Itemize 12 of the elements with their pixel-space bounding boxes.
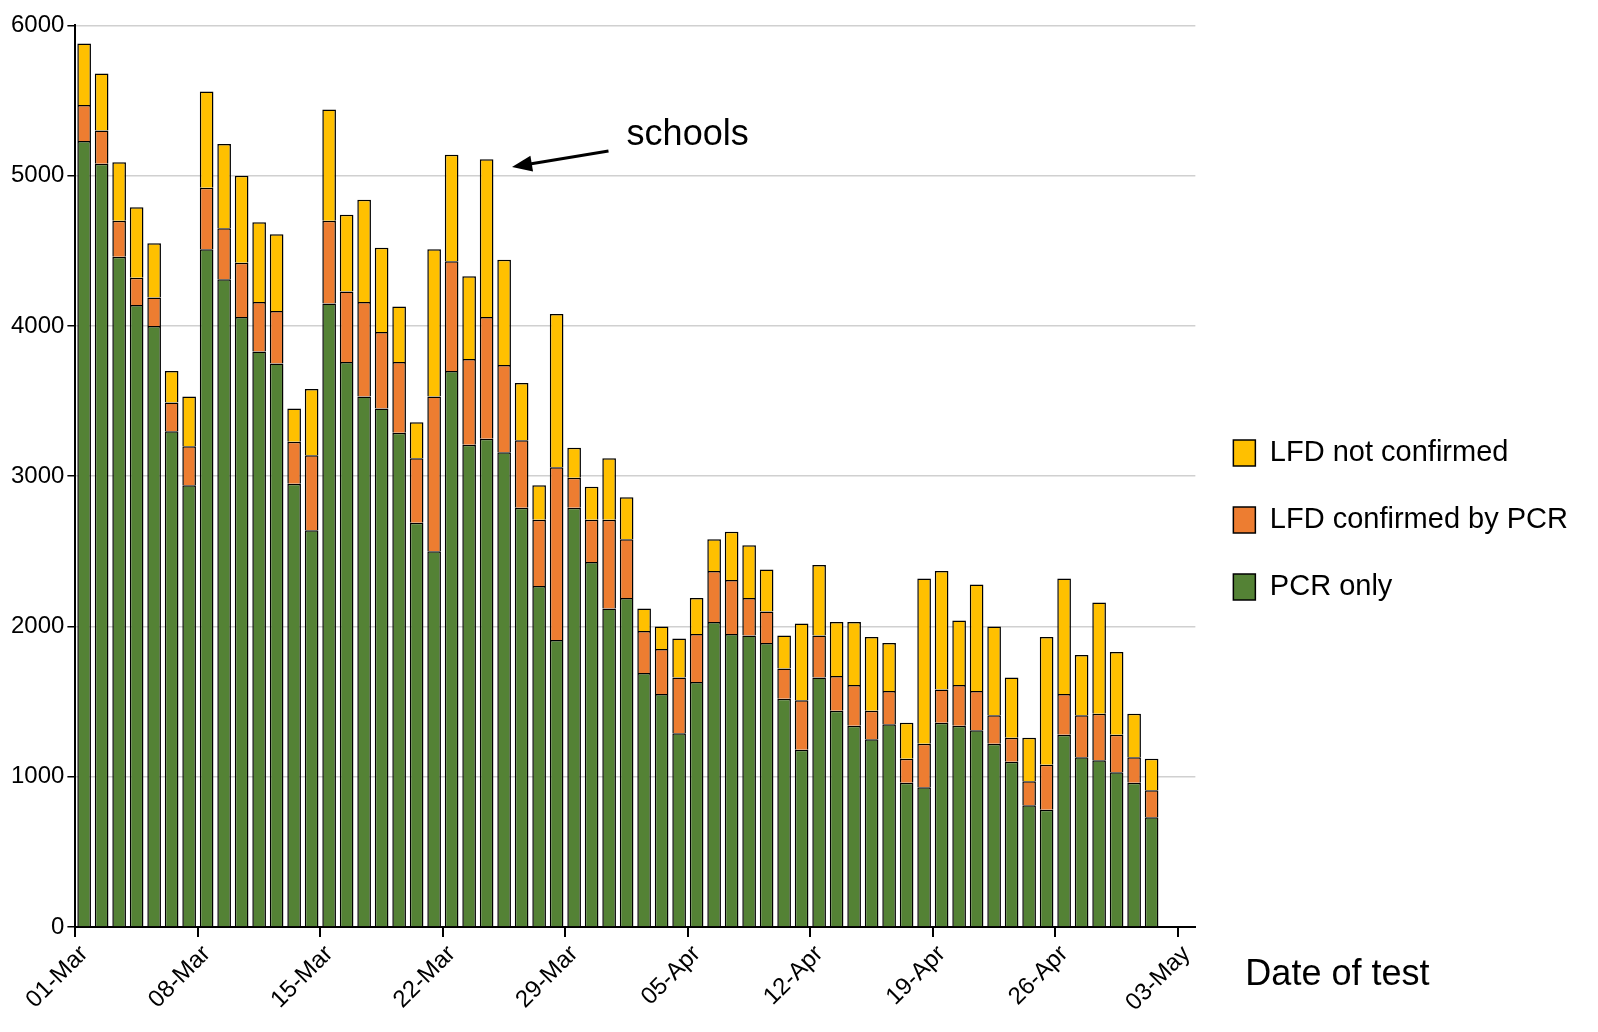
- x-axis-title: Date of test: [1245, 951, 1430, 993]
- annotation: schools: [626, 112, 749, 154]
- legend-label: LFD not confirmed: [1269, 435, 1509, 467]
- y-tick-label: 3000: [11, 460, 65, 488]
- legend-label: LFD confirmed by PCR: [1269, 502, 1569, 534]
- y-tick-label: 2000: [11, 611, 65, 639]
- y-tick-label: 4000: [11, 310, 65, 338]
- y-tick-label: 5000: [11, 160, 65, 188]
- legend-label: PCR only: [1269, 569, 1393, 601]
- y-tick-label: 1000: [11, 761, 65, 789]
- y-tick-label: 6000: [11, 10, 65, 38]
- y-tick-label: 0: [51, 911, 65, 939]
